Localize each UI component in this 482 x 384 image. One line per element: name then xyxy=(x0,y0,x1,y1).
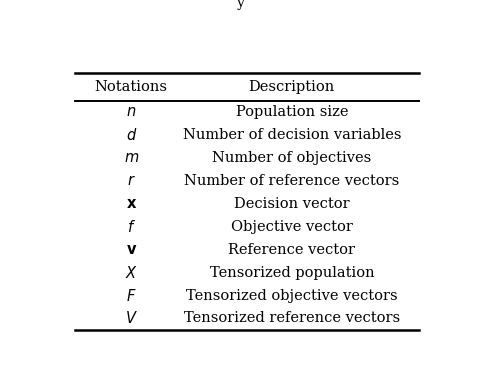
Text: Tensorized objective vectors: Tensorized objective vectors xyxy=(186,288,398,303)
Text: Tensorized reference vectors: Tensorized reference vectors xyxy=(184,311,400,326)
Text: $\mathbf{x}$: $\mathbf{x}$ xyxy=(126,197,137,211)
Text: $\mathit{F}$: $\mathit{F}$ xyxy=(126,288,136,304)
Text: $d$: $d$ xyxy=(125,127,137,143)
Text: Objective vector: Objective vector xyxy=(231,220,353,234)
Text: $n$: $n$ xyxy=(126,105,136,119)
Text: Reference vector: Reference vector xyxy=(228,243,355,257)
Text: $\mathit{V}$: $\mathit{V}$ xyxy=(125,311,138,326)
Text: Notations: Notations xyxy=(95,80,168,94)
Text: Population size: Population size xyxy=(236,105,348,119)
Text: Number of objectives: Number of objectives xyxy=(212,151,372,165)
Text: $\mathbf{v}$: $\mathbf{v}$ xyxy=(126,243,137,257)
Text: Tensorized population: Tensorized population xyxy=(210,266,374,280)
Text: Number of decision variables: Number of decision variables xyxy=(183,128,401,142)
Text: $f$: $f$ xyxy=(127,219,136,235)
Text: $m$: $m$ xyxy=(123,151,139,165)
Text: Number of reference vectors: Number of reference vectors xyxy=(184,174,400,188)
Text: Decision vector: Decision vector xyxy=(234,197,349,211)
Text: $r$: $r$ xyxy=(127,174,135,188)
Text: $\mathit{X}$: $\mathit{X}$ xyxy=(125,265,138,281)
Text: Description: Description xyxy=(249,80,335,94)
Text: y: y xyxy=(237,0,245,10)
